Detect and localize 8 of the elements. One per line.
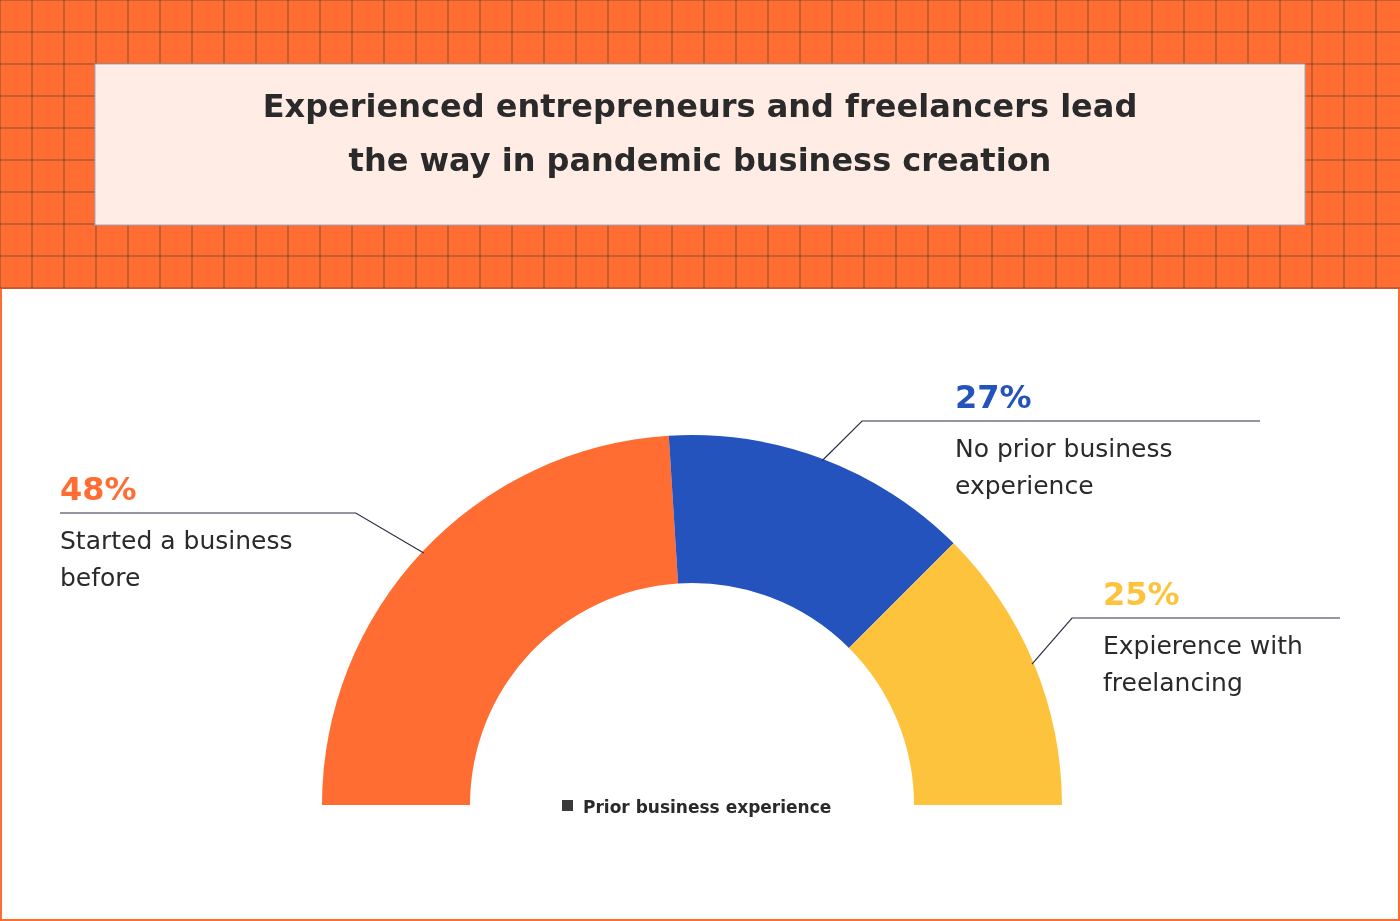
legend-title: Prior business experience xyxy=(583,797,832,817)
data-label: 48% xyxy=(60,470,137,508)
chart-title: Experienced entrepreneurs and freelancers lead the way in pandemic business creation xyxy=(262,87,1138,179)
slice-label: Started a business before xyxy=(60,526,293,592)
data-label: 27% xyxy=(955,378,1032,416)
slice-label: Expierence with freelancing xyxy=(1103,631,1303,697)
slice-label: No prior business experience xyxy=(955,434,1173,500)
data-label: 25% xyxy=(1103,575,1180,613)
